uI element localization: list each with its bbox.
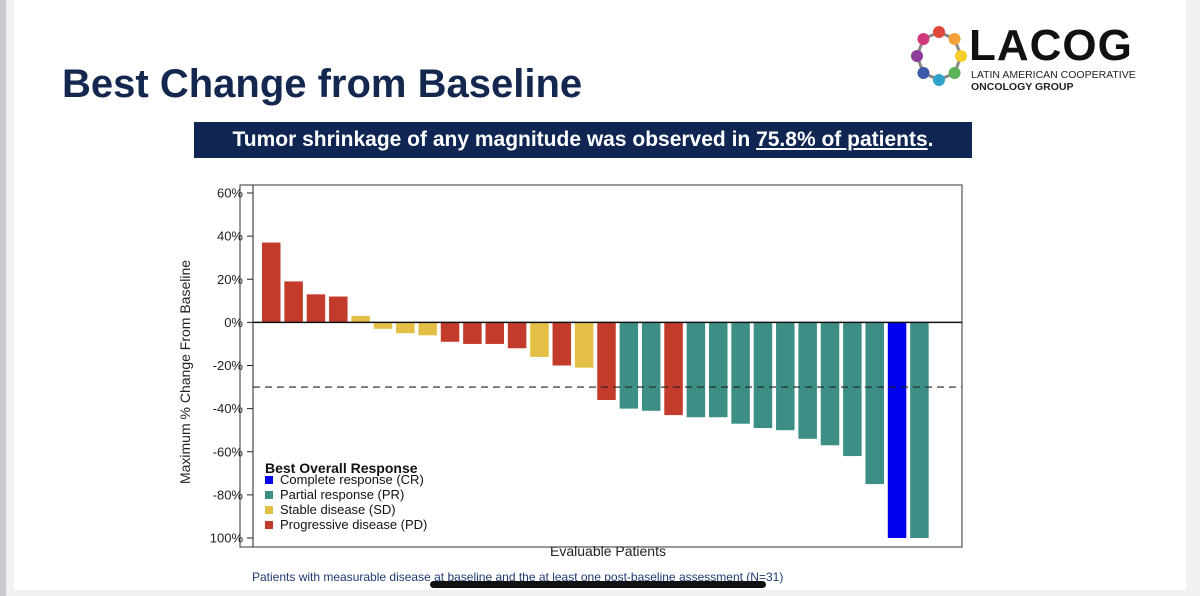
logo-dot xyxy=(948,66,961,79)
y-axis: 60% 40% 20% 0% -20% -40% -60% -80% 100% xyxy=(210,185,254,547)
bar-pd xyxy=(262,242,281,323)
bars xyxy=(262,242,929,538)
bar-pd xyxy=(440,322,460,342)
legend-title: Best Overall Response xyxy=(265,460,418,476)
legend-label-pr: Partial response (PR) xyxy=(280,487,404,502)
bar-sd xyxy=(574,322,594,368)
logo-dot xyxy=(933,74,945,86)
legend-label-sd: Stable disease (SD) xyxy=(280,502,396,517)
legend-swatch-pd xyxy=(265,521,273,529)
bar-pr xyxy=(820,322,840,446)
logo-dot xyxy=(933,26,945,38)
bar-pr xyxy=(686,322,706,418)
bar-sd xyxy=(373,322,393,329)
y-tick-label: 40% xyxy=(217,229,243,244)
logo-dot xyxy=(917,33,930,46)
bar-pr xyxy=(865,322,884,485)
bar-sd xyxy=(396,322,415,334)
logo-dot xyxy=(911,50,923,62)
y-tick-label: 20% xyxy=(217,272,243,287)
bar-pr xyxy=(731,322,750,424)
legend-swatch-sd xyxy=(265,506,273,514)
logo-wordmark: LACOG xyxy=(969,21,1133,70)
bar-pr xyxy=(843,322,862,457)
banner-text: Tumor shrinkage of any magnitude was obs… xyxy=(232,128,757,151)
logo-subtitle-line1: LATIN AMERICAN COOPERATIVE xyxy=(971,69,1136,81)
summary-banner: Tumor shrinkage of any magnitude was obs… xyxy=(194,122,972,158)
banner-highlight: 75.8% of patients xyxy=(756,128,928,151)
bar-pd xyxy=(664,322,683,416)
legend-swatch-pr xyxy=(265,491,273,499)
lacog-logo: LACOG LATIN AMERICAN COOPERATIVE ONCOLOG… xyxy=(909,22,1159,97)
banner-suffix: . xyxy=(927,128,934,151)
bar-pd xyxy=(552,322,572,366)
y-tick-label: 100% xyxy=(210,531,244,546)
window-edge xyxy=(0,0,6,596)
slide-title: Best Change from Baseline xyxy=(62,62,583,106)
molecule-logo-icon xyxy=(911,26,967,86)
y-tick-label: -40% xyxy=(213,401,244,416)
y-tick-label: -80% xyxy=(213,487,244,502)
bar-cr xyxy=(887,322,907,538)
y-tick-label: -60% xyxy=(213,444,244,459)
bar-sd xyxy=(418,322,437,336)
bar-sd xyxy=(530,322,549,357)
legend-swatch-cr xyxy=(265,476,273,484)
legend-label-pd: Progressive disease (PD) xyxy=(280,517,427,532)
y-tick-label: 60% xyxy=(217,186,243,201)
logo-dot xyxy=(948,33,961,46)
bar-pd xyxy=(597,322,616,400)
y-tick-label: 0% xyxy=(224,315,243,330)
legend-label-cr: Complete response (CR) xyxy=(280,472,424,487)
bar-pr xyxy=(619,322,639,409)
bar-pd xyxy=(306,294,326,323)
footnote: Patients with measurable disease at base… xyxy=(252,570,784,584)
bar-pd xyxy=(329,296,348,323)
bar-pd xyxy=(463,322,482,344)
logo-subtitle-line2: ONCOLOGY GROUP xyxy=(971,81,1074,93)
logo-dot xyxy=(917,66,930,79)
y-axis-label: Maximum % Change From Baseline xyxy=(177,260,193,484)
x-axis-label: Evaluable Patients xyxy=(550,543,666,559)
y-tick-label: -20% xyxy=(213,358,244,373)
bar-pr xyxy=(709,322,728,418)
bar-pd xyxy=(284,281,303,323)
bar-pr xyxy=(798,322,817,439)
legend: Best Overall Response Complete response … xyxy=(265,460,427,532)
bar-pr xyxy=(776,322,795,431)
bar-pd xyxy=(485,322,504,344)
bar-pr xyxy=(641,322,661,411)
bar-pr xyxy=(910,322,929,538)
bar-pd xyxy=(507,322,527,349)
scroll-indicator[interactable] xyxy=(430,581,766,588)
bar-pr xyxy=(753,322,773,429)
logo-dot xyxy=(955,50,967,62)
bar-sd xyxy=(351,315,370,323)
